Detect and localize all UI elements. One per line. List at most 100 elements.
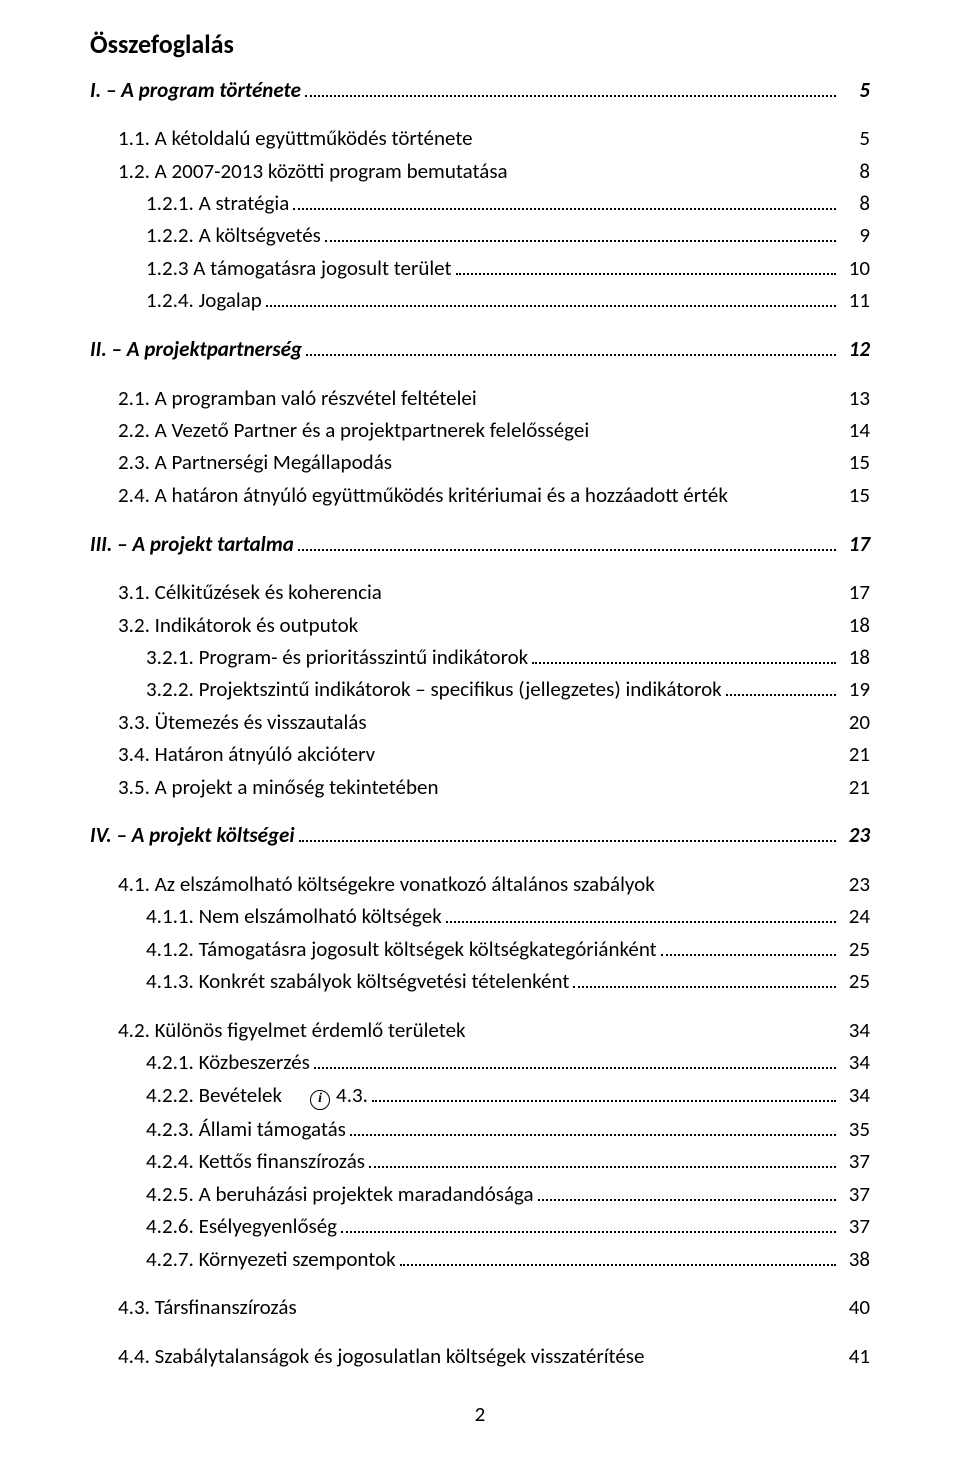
toc-entry: I. – A program története 5 — [90, 77, 870, 103]
dot-leader — [446, 905, 836, 924]
dot-leader — [532, 645, 836, 664]
toc-entry: 4.2.6. Esélyegyenlőség 37 — [90, 1213, 870, 1239]
toc-entry: 1.2.2. A költségvetés 9 — [90, 222, 870, 248]
toc-entry-label: III. – A projekt tartalma — [90, 531, 294, 557]
toc-entry-label: 4.2.3. Állami támogatás — [146, 1116, 346, 1142]
toc-entry-page: 21 — [840, 741, 870, 767]
dot-leader — [298, 532, 836, 551]
toc-entry-page: 14 — [840, 417, 870, 443]
toc-entry-page: 15 — [840, 449, 870, 475]
info-icon: i — [310, 1090, 330, 1110]
toc-entry-page: 9 — [840, 222, 870, 248]
toc-entry-label: 4.1.2. Támogatásra jogosult költségek kö… — [146, 936, 657, 962]
toc-entry-page: 41 — [840, 1343, 870, 1369]
toc-entry: 4.1.1. Nem elszámolható költségek 24 — [90, 903, 870, 929]
toc-entry-label: 3.2.1. Program- és prioritásszintű indik… — [146, 644, 528, 670]
toc-entry: IV. – A projekt költségei 23 — [90, 822, 870, 848]
toc-entry: 3.3. Ütemezés és visszautalás 20 — [90, 709, 870, 735]
toc-entry-label: 2.4. A határon átnyúló együttműködés kri… — [118, 482, 728, 508]
toc-entry: III. – A projekt tartalma17 — [90, 531, 870, 557]
spacer — [90, 806, 870, 816]
toc-entry: 4.2. Különös figyelmet érdemlő területek… — [90, 1017, 870, 1043]
toc-entry: 4.1.2. Támogatásra jogosult költségek kö… — [90, 936, 870, 962]
dot-leader — [293, 191, 836, 210]
spacer — [90, 855, 870, 865]
toc-entry: 1.2.3 A támogatásra jogosult terület10 — [90, 255, 870, 281]
toc-entry-label: 4.1. Az elszámolható költségekre vonatko… — [118, 871, 655, 897]
toc-entry-page: 40 — [840, 1294, 870, 1320]
toc-entry-page: 38 — [840, 1246, 870, 1272]
toc-entry: 4.2.5. A beruházási projektek maradandós… — [90, 1181, 870, 1207]
dot-leader — [299, 824, 836, 843]
toc-entry: 1.2. A 2007-2013 közötti program bemutat… — [90, 158, 870, 184]
toc-entry-label: 4.2.2. Bevételek — [146, 1082, 282, 1108]
toc-entry: 4.4. Szabálytalanságok és jogosulatlan k… — [90, 1343, 870, 1369]
toc-entry-page: 37 — [840, 1213, 870, 1239]
toc-entry: 4.3. Társfinanszírozás 40 — [90, 1294, 870, 1320]
toc-entry-label: 1.2.1. A stratégia — [146, 190, 289, 216]
toc-entry-page: 25 — [840, 968, 870, 994]
toc-entry: 3.2.2. Projektszintű indikátorok – speci… — [90, 676, 870, 702]
toc-entry-label: 4.2. Különös figyelmet érdemlő területek — [118, 1017, 466, 1043]
page-title: Összefoglalás — [90, 28, 870, 61]
table-of-contents: I. – A program története 5 1.1. A kétolda… — [90, 77, 870, 1370]
toc-entry: 1.2.4. Jogalap11 — [90, 287, 870, 313]
toc-entry-label: 4.3. Társfinanszírozás — [118, 1294, 297, 1320]
dot-leader — [306, 337, 836, 356]
toc-entry-page: 11 — [840, 287, 870, 313]
toc-entry-page: 17 — [840, 579, 870, 605]
dot-leader — [314, 1051, 836, 1070]
toc-entry-page: 20 — [840, 709, 870, 735]
toc-entry-page: 13 — [840, 385, 870, 411]
toc-entry: 4.2.3. Állami támogatás 35 — [90, 1116, 870, 1142]
toc-entry-label: 4.2.5. A beruházási projektek maradandós… — [146, 1181, 534, 1207]
toc-entry: 4.1.3. Konkrét szabályok költségvetési t… — [90, 968, 870, 994]
toc-entry-page: 37 — [840, 1148, 870, 1174]
toc-entry: II. – A projektpartnerség12 — [90, 336, 870, 362]
toc-entry: 3.2.1. Program- és prioritásszintű indik… — [90, 644, 870, 670]
toc-entry-page: 5 — [840, 125, 870, 151]
toc-entry-label: 3.1. Célkitűzések és koherencia — [118, 579, 382, 605]
dot-leader — [266, 289, 836, 308]
toc-entry: 4.1. Az elszámolható költségekre vonatko… — [90, 871, 870, 897]
toc-entry: 1.2.1. A stratégia 8 — [90, 190, 870, 216]
spacer — [90, 514, 870, 524]
dot-leader — [341, 1215, 836, 1234]
toc-entry-page: 23 — [840, 871, 870, 897]
toc-entry-page: 10 — [840, 255, 870, 281]
dot-leader — [456, 256, 836, 275]
toc-entry: 3.2. Indikátorok és outputok18 — [90, 612, 870, 638]
toc-entry-page: 24 — [840, 903, 870, 929]
toc-entry-label: 1.2. A 2007-2013 közötti program bemutat… — [118, 158, 508, 184]
toc-entry-label: 4.2.1. Közbeszerzés — [146, 1049, 310, 1075]
toc-entry-page: 25 — [840, 936, 870, 962]
toc-entry-page: 35 — [840, 1116, 870, 1142]
toc-entry-label: 2.3. A Partnerségi Megállapodás — [118, 449, 392, 475]
toc-entry-label: 2.1. A programban való részvétel feltéte… — [118, 385, 477, 411]
toc-entry-page: 34 — [840, 1082, 870, 1108]
spacer — [90, 1278, 870, 1288]
toc-entry-label: IV. – A projekt költségei — [90, 822, 295, 848]
toc-entry-label: 4.1.1. Nem elszámolható költségek — [146, 903, 442, 929]
toc-entry-label: 3.3. Ütemezés és visszautalás — [118, 709, 367, 735]
page-number-footer: 2 — [90, 1401, 870, 1427]
dot-leader — [726, 678, 836, 697]
toc-entry: 3.1. Célkitűzések és koherencia 17 — [90, 579, 870, 605]
toc-entry-label: 3.2. Indikátorok és outputok — [118, 612, 358, 638]
dot-leader — [350, 1117, 836, 1136]
toc-entry-page: 34 — [840, 1017, 870, 1043]
dot-leader — [573, 970, 836, 989]
toc-entry-page: 8 — [840, 158, 870, 184]
toc-entry-label: 2.2. A Vezető Partner és a projektpartne… — [118, 417, 589, 443]
toc-entry-page: 23 — [840, 822, 870, 848]
toc-entry: 1.1. A kétoldalú együttműködés története… — [90, 125, 870, 151]
dot-leader — [400, 1247, 836, 1266]
dot-leader — [372, 1083, 836, 1102]
toc-entry: 4.2.2. Bevételeki 4.3. 34 — [90, 1082, 870, 1110]
spacer — [90, 368, 870, 378]
toc-entry: 4.2.4. Kettős finanszírozás 37 — [90, 1148, 870, 1174]
toc-entry-label: 4.2.4. Kettős finanszírozás — [146, 1148, 365, 1174]
toc-entry-label: 4.2.6. Esélyegyenlőség — [146, 1213, 337, 1239]
toc-entry: 2.1. A programban való részvétel feltéte… — [90, 385, 870, 411]
toc-entry-page: 19 — [840, 676, 870, 702]
